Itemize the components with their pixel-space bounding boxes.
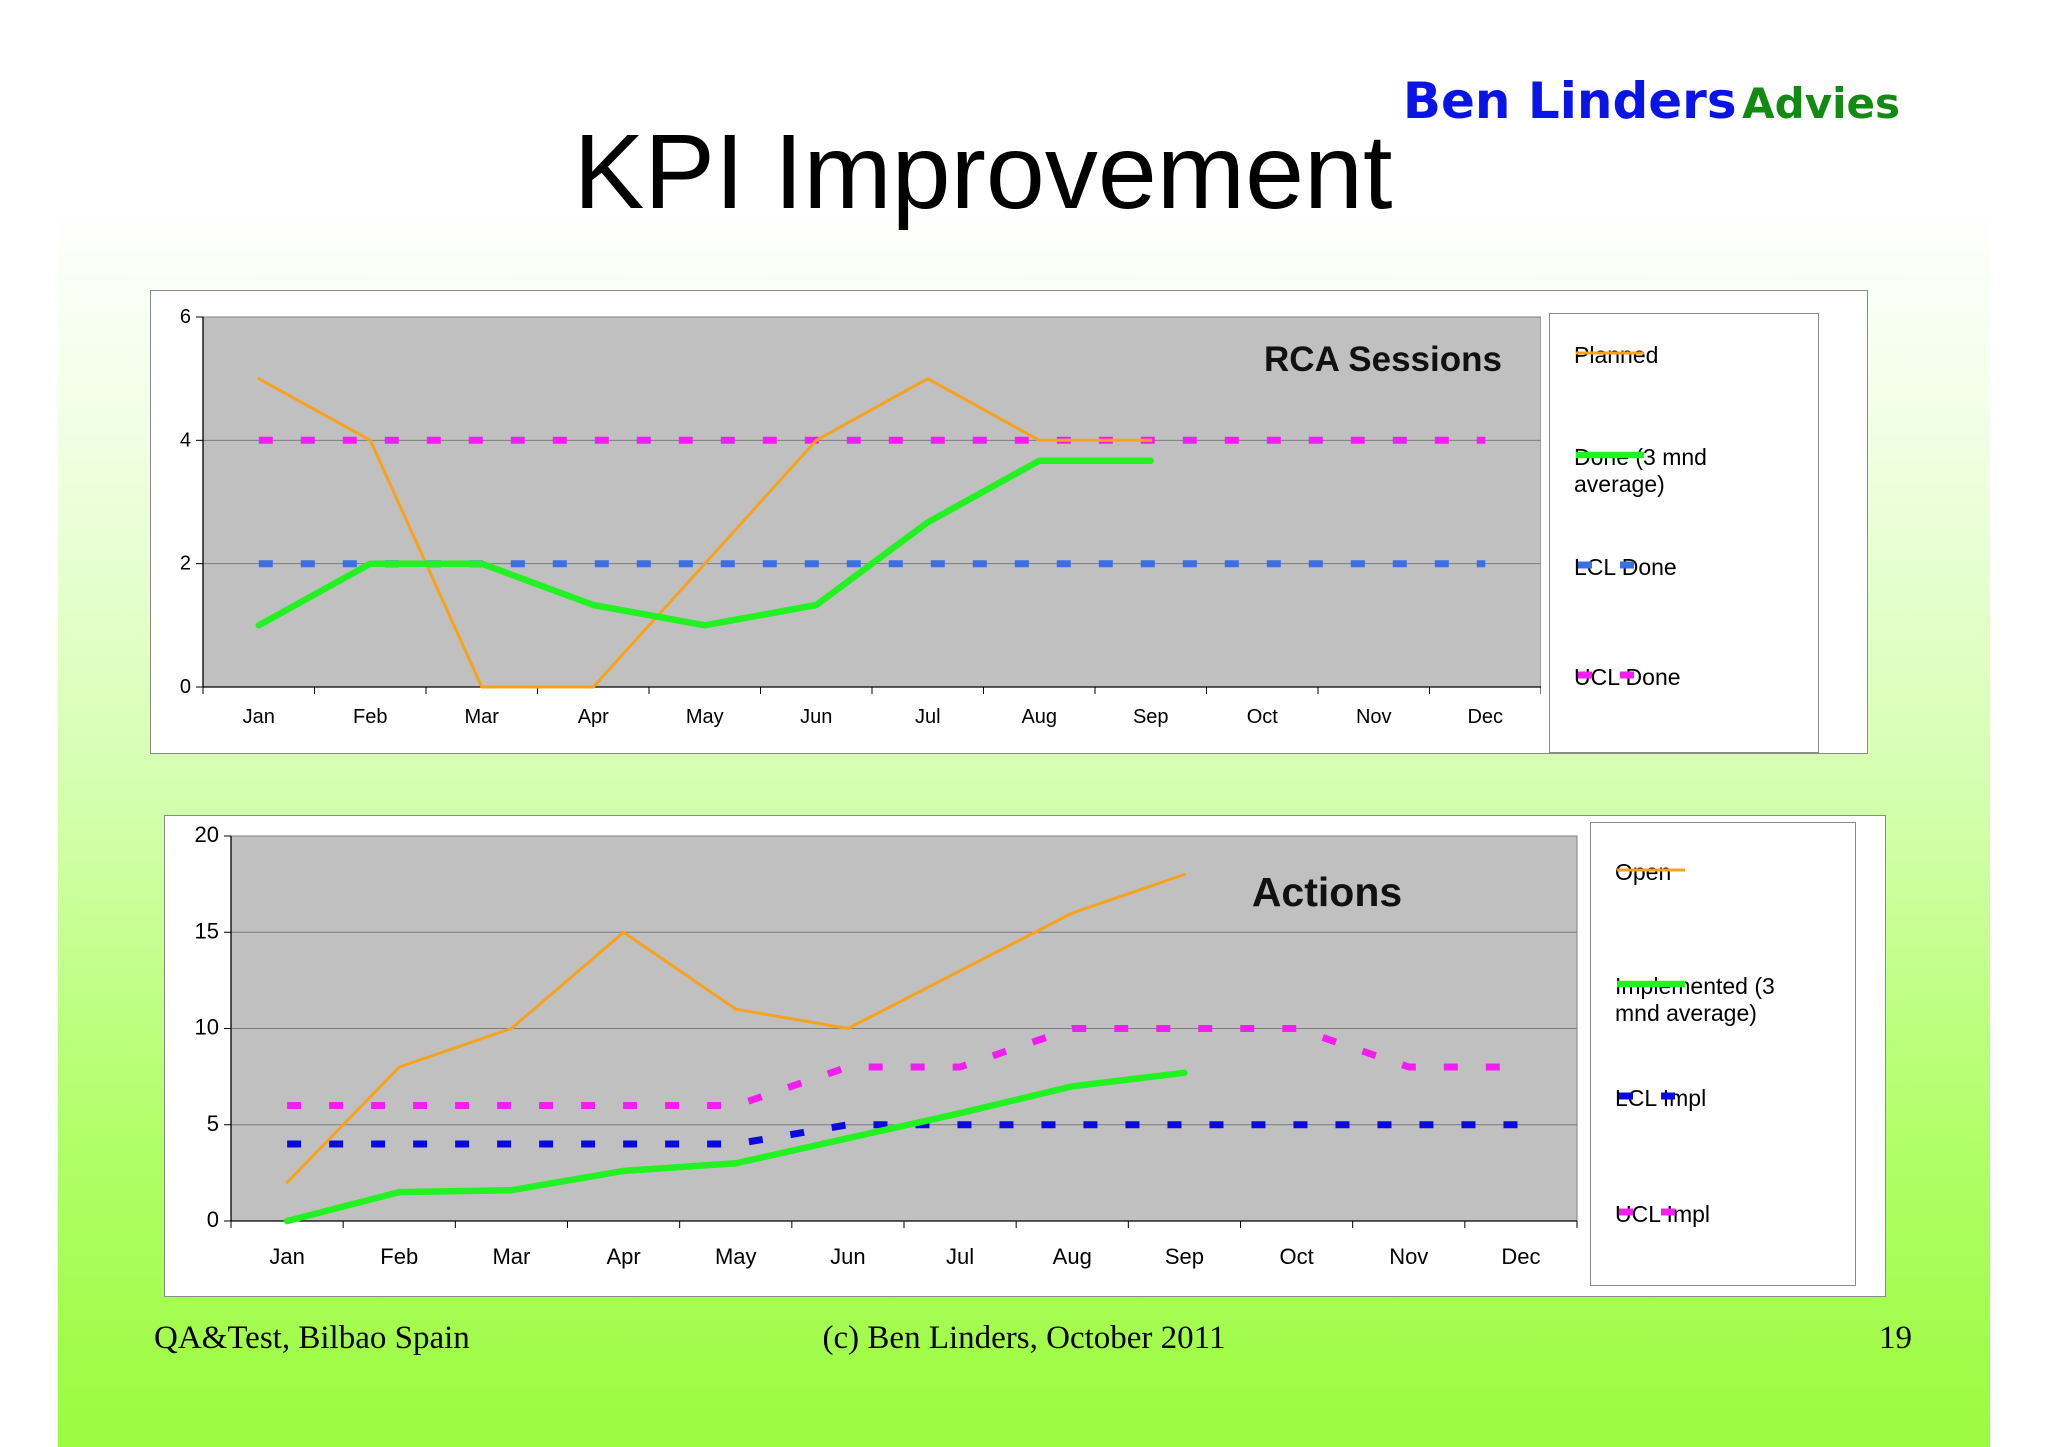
footer-page-number: 19 — [1879, 1320, 1912, 1356]
legend-swatch — [1576, 451, 1644, 459]
brand-sub: Advies — [1742, 79, 1900, 128]
x-tick-label: Jun — [830, 1244, 865, 1269]
x-tick-label: Mar — [492, 1244, 530, 1269]
y-tick-label: 0 — [180, 676, 191, 698]
x-tick-label: Nov — [1389, 1244, 1428, 1269]
x-tick-label: Apr — [606, 1244, 640, 1269]
chart-actions-legend: Open Implemented (3 mnd average) LCL Impl U… — [1590, 822, 1856, 1286]
legend-item-1: Implemented (3 mnd average) — [1615, 973, 1785, 1027]
x-tick-label: Oct — [1279, 1244, 1313, 1269]
chart-actions: 0 5 10 15 20 Jan Feb Mar Apr May Jun Jul Aug Sep Oct No… — [164, 815, 1886, 1297]
chart-rca-sessions-plot: 0 2 4 6 Jan Feb Mar Apr May Jun Jul Aug Sep Oct Nov Dec… — [180, 306, 1541, 728]
legend-label: Planned — [1574, 342, 1659, 368]
x-tick-label: Jan — [243, 706, 275, 728]
series-line-1 — [255, 457, 1155, 629]
x-tick-label: Mar — [465, 706, 500, 728]
legend-swatch — [1617, 868, 1685, 872]
chart-actions-plot: 0 5 10 15 20 Jan Feb Mar Apr May Jun Jul Aug Sep Oct No… — [195, 822, 1578, 1269]
legend-item-3: UCL Done — [1574, 664, 1744, 691]
x-tick-label: May — [686, 706, 724, 728]
legend-swatch — [1617, 980, 1685, 988]
y-tick-label: 5 — [207, 1111, 219, 1136]
chart-title: RCA Sessions — [1264, 340, 1502, 379]
legend-swatch — [1619, 1208, 1687, 1216]
chart-rca-sessions: 0 2 4 6 Jan Feb Mar Apr May Jun Jul Aug Sep Oct Nov Dec… — [150, 290, 1868, 754]
legend-label: Implemented (3 mnd average) — [1615, 973, 1775, 1026]
x-tick-label: Aug — [1053, 1244, 1092, 1269]
y-tick-label: 4 — [180, 429, 191, 451]
legend-label: Open — [1615, 859, 1672, 885]
x-tick-label: Jul — [915, 706, 941, 728]
y-tick-label: 6 — [180, 306, 191, 328]
x-tick-label: Feb — [353, 706, 387, 728]
footer-event: QA&Test, Bilbao Spain — [154, 1320, 470, 1356]
series-line-0 — [257, 377, 1153, 689]
legend-item-0: Planned — [1574, 342, 1744, 369]
legend-item-2: LCL Done — [1574, 554, 1744, 581]
y-tick-label: 2 — [180, 553, 191, 575]
y-tick-label: 20 — [195, 822, 219, 847]
legend-item-0: Open — [1615, 859, 1785, 886]
series-line-0 — [285, 873, 1186, 1184]
legend-swatch — [1578, 671, 1646, 679]
legend-swatch — [1578, 561, 1646, 569]
x-tick-label: Sep — [1133, 706, 1169, 728]
x-tick-label: Jun — [800, 706, 832, 728]
brand-logo: Ben Linders Advies — [1403, 72, 1900, 130]
chart-title: Actions — [1252, 869, 1402, 915]
x-tick-label: Dec — [1501, 1244, 1540, 1269]
y-tick-label: 10 — [195, 1015, 219, 1040]
legend-item-1: Done (3 mnd average) — [1574, 444, 1744, 498]
brand-name: Ben Linders — [1402, 72, 1737, 130]
x-tick-label: Jan — [269, 1244, 304, 1269]
plot-area — [202, 316, 1541, 688]
slide: Ben Linders Advies KPI Improvement 0 2 4 6 J… — [58, 0, 1990, 1447]
slide-title: KPI Improvement — [573, 113, 1393, 231]
series-line-1 — [283, 1069, 1188, 1225]
x-tick-label: Nov — [1356, 706, 1392, 728]
legend-item-2: LCL Impl — [1615, 1085, 1785, 1112]
x-tick-label: Apr — [578, 706, 609, 728]
x-tick-label: May — [715, 1244, 757, 1269]
x-tick-label: Aug — [1021, 706, 1057, 728]
x-tick-label: Sep — [1165, 1244, 1204, 1269]
footer-copyright: (c) Ben Linders, October 2011 — [822, 1320, 1226, 1356]
y-tick-label: 15 — [195, 918, 219, 943]
legend-swatch — [1576, 351, 1644, 355]
x-tick-label: Oct — [1247, 706, 1279, 728]
x-tick-label: Dec — [1467, 706, 1503, 728]
y-tick-label: 0 — [207, 1207, 219, 1232]
chart-rca-sessions-legend: Planned Done (3 mnd average) LCL Done UCL D… — [1549, 313, 1819, 753]
legend-swatch — [1619, 1092, 1687, 1100]
legend-item-3: UCL Impl — [1615, 1201, 1785, 1228]
x-tick-label: Jul — [946, 1244, 974, 1269]
x-tick-label: Feb — [380, 1244, 418, 1269]
